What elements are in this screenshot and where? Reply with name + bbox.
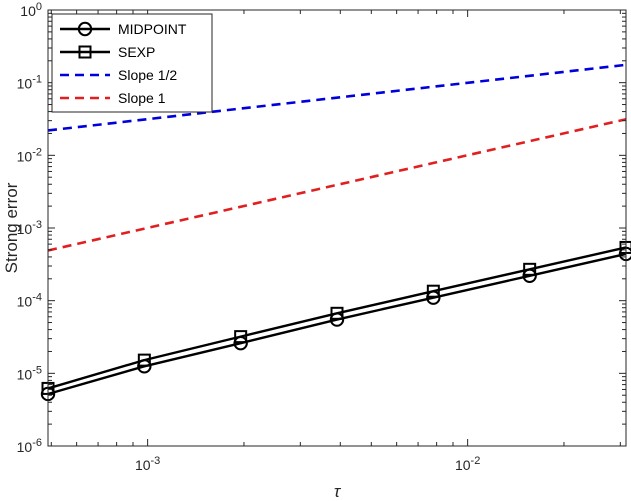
marker-sexp-3 <box>234 330 248 344</box>
legend-label-slope-1-2: Slope 1/2 <box>118 67 177 83</box>
legend-marker-midpoint <box>77 21 93 37</box>
ticks-layer: 10-6 10-5 10-4 10-3 10-2 10-1 100 10-3 10-2 <box>17 1 626 473</box>
series-line-sexp <box>47 246 627 390</box>
legend-label-sexp: SEXP <box>118 44 155 60</box>
marker-sexp-2 <box>137 353 151 367</box>
x-tick-label--3: 10-3 <box>135 455 160 473</box>
legend-item-midpoint: MIDPOINT <box>60 21 187 37</box>
y-axis-label: Strong error <box>2 182 21 273</box>
legend-item-slope-1: Slope 1 <box>60 90 166 106</box>
legend-item-sexp: SEXP <box>60 44 155 60</box>
series-line-slope-1 <box>47 117 627 252</box>
legend-marker-sexp <box>78 45 92 59</box>
x-axis-label: τ <box>334 482 342 501</box>
series-slope-1-2 <box>47 63 627 132</box>
y-tick-label-0: 100 <box>20 1 42 19</box>
series-layer <box>40 63 631 402</box>
y-tick-label--5: 10-5 <box>17 364 42 382</box>
marker-sexp-6 <box>523 262 537 276</box>
y-tick-label--4: 10-4 <box>17 292 42 310</box>
marker-sexp-4 <box>330 306 344 320</box>
legend: MIDPOINT SEXP Slope 1/2 Slope 1 <box>51 13 213 113</box>
legend-label-slope-1: Slope 1 <box>118 90 166 106</box>
y-tick-label--2: 10-2 <box>17 146 42 164</box>
y-tick-label--1: 10-1 <box>17 74 42 92</box>
marker-sexp-5 <box>426 284 440 298</box>
y-tick-label--3: 10-3 <box>17 219 42 237</box>
legend-item-slope-1-2: Slope 1/2 <box>60 67 177 83</box>
plot-frame <box>47 9 627 447</box>
y-tick-label--6: 10-6 <box>17 437 42 455</box>
series-slope-1 <box>47 117 627 252</box>
series-line-slope-1-2 <box>47 63 627 132</box>
legend-label-midpoint: MIDPOINT <box>118 21 187 37</box>
x-tick-label--2: 10-2 <box>455 455 480 473</box>
